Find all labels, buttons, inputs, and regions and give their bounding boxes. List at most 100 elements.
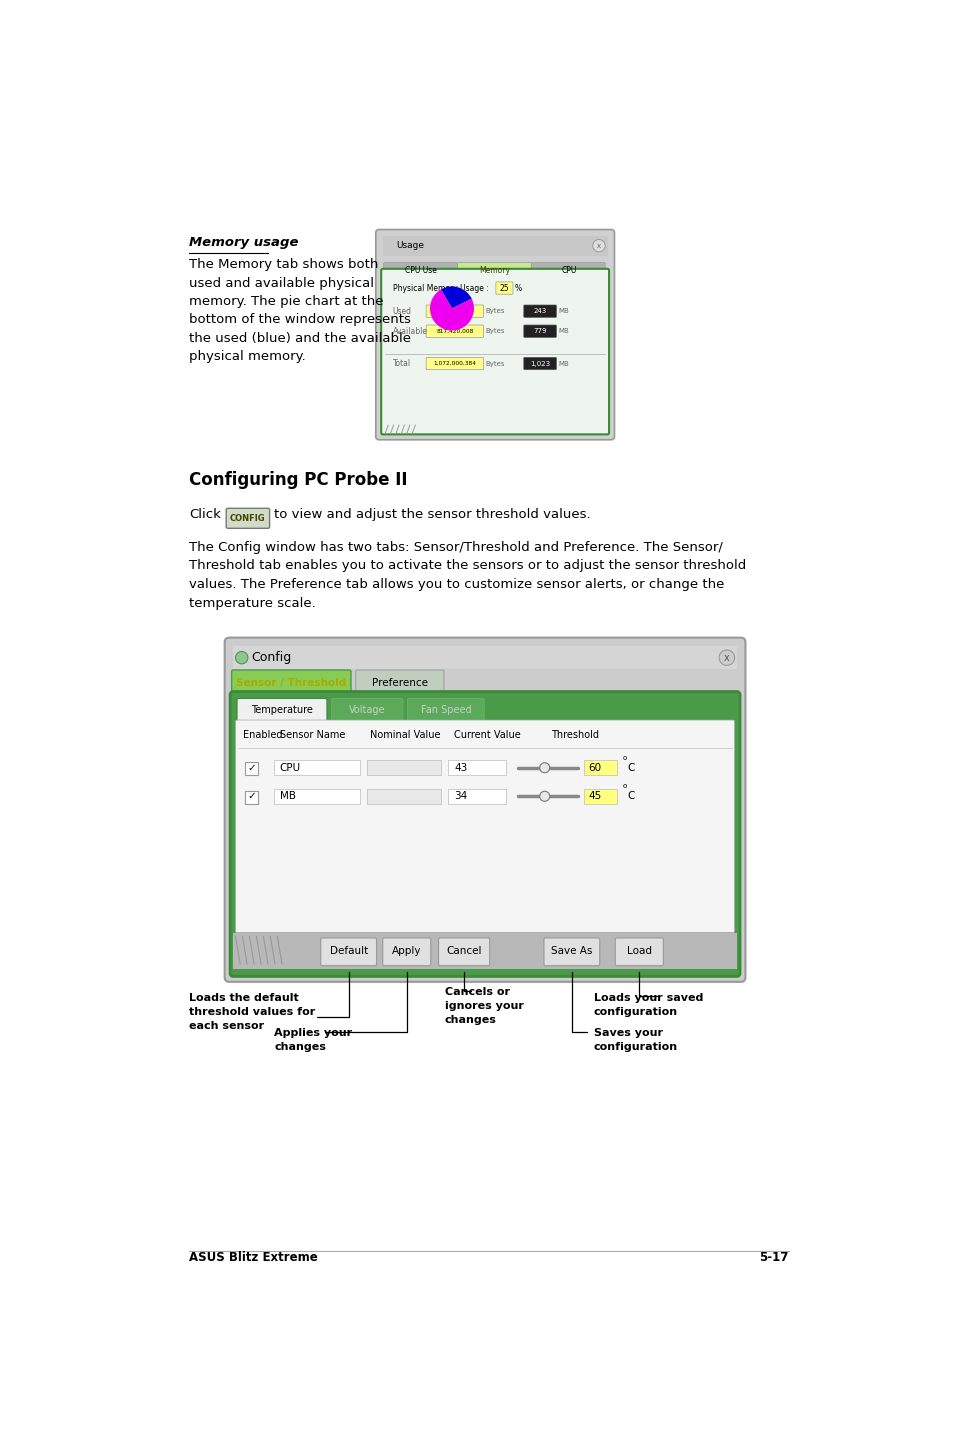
FancyBboxPatch shape	[523, 305, 556, 318]
Bar	[245, 762, 257, 775]
Text: Bytes: Bytes	[484, 328, 504, 334]
Text: Default: Default	[329, 946, 368, 956]
Text: Used: Used	[393, 306, 412, 316]
Text: C: C	[627, 762, 635, 772]
Text: Sensor Name: Sensor Name	[279, 731, 345, 741]
Text: Bytes: Bytes	[484, 361, 504, 367]
Text: temperature scale.: temperature scale.	[189, 597, 315, 610]
Text: Loads the default
threshold values for
each sensor: Loads the default threshold values for e…	[189, 992, 314, 1031]
FancyBboxPatch shape	[456, 263, 531, 279]
Text: Cancels or
ignores your
changes: Cancels or ignores your changes	[444, 988, 523, 1025]
Text: Voltage: Voltage	[349, 705, 385, 715]
Text: Fan Speed: Fan Speed	[420, 705, 471, 715]
FancyBboxPatch shape	[381, 269, 608, 434]
Text: CPU Use: CPU Use	[405, 266, 436, 275]
Text: Memory: Memory	[479, 266, 510, 275]
FancyBboxPatch shape	[531, 263, 604, 279]
Circle shape	[539, 762, 549, 772]
Text: 208,407,320: 208,407,320	[436, 309, 473, 313]
Text: Current Value: Current Value	[454, 731, 520, 741]
FancyBboxPatch shape	[230, 692, 740, 976]
Text: Configuring PC Probe II: Configuring PC Probe II	[189, 472, 407, 489]
FancyBboxPatch shape	[236, 699, 327, 722]
Bar	[274, 761, 359, 775]
Wedge shape	[440, 286, 471, 309]
Text: CONFIG: CONFIG	[230, 513, 266, 523]
Text: ✓: ✓	[247, 791, 255, 801]
Text: Saves your
configuration: Saves your configuration	[593, 1028, 677, 1053]
Text: The Config window has two tabs: Sensor/Threshold and Preference. The Sensor/: The Config window has two tabs: Sensor/T…	[189, 541, 722, 554]
Bar	[583, 788, 617, 804]
Text: o: o	[621, 755, 626, 761]
Text: 243: 243	[533, 308, 546, 313]
Text: 34: 34	[454, 791, 467, 801]
FancyBboxPatch shape	[426, 305, 483, 318]
Text: 1,072,000,384: 1,072,000,384	[433, 361, 476, 367]
Text: o: o	[621, 784, 626, 789]
Text: x: x	[597, 243, 600, 249]
FancyBboxPatch shape	[523, 358, 556, 370]
Text: x: x	[723, 653, 729, 663]
FancyBboxPatch shape	[438, 938, 489, 966]
Text: Memory usage: Memory usage	[189, 236, 298, 249]
Circle shape	[539, 791, 549, 801]
Text: C: C	[627, 791, 635, 801]
FancyBboxPatch shape	[332, 699, 402, 722]
Text: used and available physical: used and available physical	[189, 276, 374, 289]
Bar	[447, 788, 505, 804]
Bar	[367, 761, 440, 775]
FancyBboxPatch shape	[426, 325, 483, 338]
Text: 25: 25	[499, 283, 509, 292]
Text: 43: 43	[454, 762, 467, 772]
FancyBboxPatch shape	[407, 699, 484, 722]
FancyBboxPatch shape	[226, 508, 270, 528]
Text: MB: MB	[279, 791, 295, 801]
Text: 60: 60	[587, 762, 600, 772]
Text: Click: Click	[189, 508, 221, 522]
Text: Available: Available	[393, 326, 427, 335]
Bar	[233, 933, 736, 969]
Text: 5-17: 5-17	[759, 1251, 788, 1264]
FancyBboxPatch shape	[615, 938, 662, 966]
Text: Threshold: Threshold	[550, 731, 598, 741]
Text: 779: 779	[533, 328, 546, 334]
Text: memory. The pie chart at the: memory. The pie chart at the	[189, 295, 383, 308]
Text: %: %	[514, 283, 521, 292]
Text: 45: 45	[587, 791, 600, 801]
Text: MB: MB	[558, 361, 568, 367]
Text: Total: Total	[393, 360, 411, 368]
Text: Nominal Value: Nominal Value	[370, 731, 440, 741]
Text: Apply: Apply	[392, 946, 421, 956]
Text: Preference: Preference	[372, 679, 427, 687]
Text: ✓: ✓	[247, 762, 255, 772]
Bar	[245, 791, 257, 804]
Text: MB: MB	[558, 328, 568, 334]
Text: Threshold tab enables you to activate the sensors or to adjust the sensor thresh: Threshold tab enables you to activate th…	[189, 559, 745, 572]
FancyBboxPatch shape	[224, 637, 744, 982]
Text: Temperature: Temperature	[251, 705, 313, 715]
FancyBboxPatch shape	[375, 230, 614, 440]
Text: 817,420,008: 817,420,008	[436, 329, 473, 334]
Circle shape	[719, 650, 734, 666]
Text: Loads your saved
configuration: Loads your saved configuration	[593, 992, 702, 1017]
Bar	[583, 761, 617, 775]
Text: bottom of the window represents: bottom of the window represents	[189, 313, 411, 326]
FancyBboxPatch shape	[235, 720, 734, 933]
Text: Physical Memory Usage :: Physical Memory Usage :	[393, 283, 488, 292]
Circle shape	[592, 240, 604, 252]
Text: Bytes: Bytes	[484, 308, 504, 313]
FancyBboxPatch shape	[383, 263, 456, 279]
Bar	[274, 788, 359, 804]
FancyBboxPatch shape	[543, 938, 599, 966]
Text: Usage: Usage	[395, 242, 423, 250]
Text: the used (blue) and the available: the used (blue) and the available	[189, 332, 411, 345]
Wedge shape	[430, 289, 474, 331]
Text: Save As: Save As	[551, 946, 592, 956]
Text: CPU: CPU	[279, 762, 300, 772]
Text: values. The Preference tab allows you to customize sensor alerts, or change the: values. The Preference tab allows you to…	[189, 578, 723, 591]
FancyBboxPatch shape	[382, 938, 431, 966]
Text: Config: Config	[251, 651, 291, 664]
FancyBboxPatch shape	[232, 670, 351, 696]
Bar	[367, 788, 440, 804]
Text: to view and adjust the sensor threshold values.: to view and adjust the sensor threshold …	[274, 508, 590, 522]
